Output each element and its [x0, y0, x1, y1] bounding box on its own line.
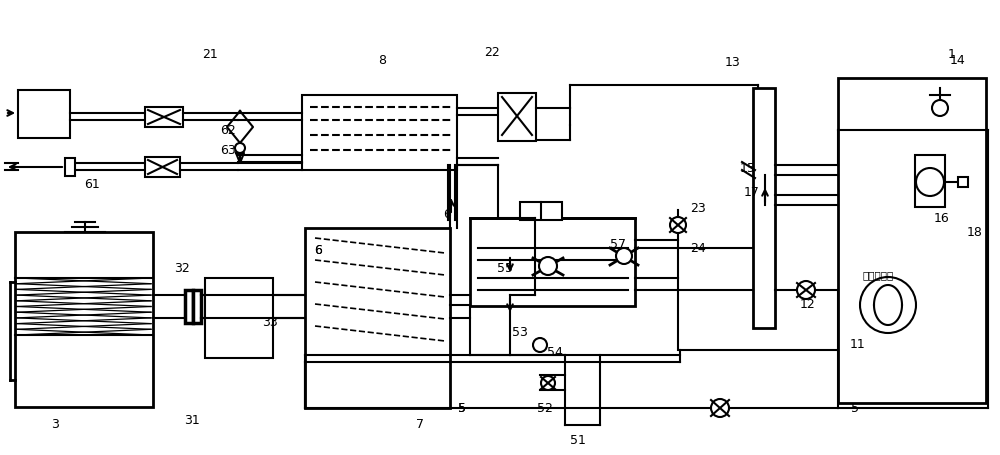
Text: 51: 51	[570, 434, 586, 446]
Text: 12: 12	[800, 298, 816, 312]
Text: 待处理气体: 待处理气体	[862, 270, 894, 280]
Text: 62: 62	[220, 123, 236, 136]
Bar	[65, 158, 75, 176]
Text: 14: 14	[950, 54, 966, 66]
Text: 15: 15	[740, 162, 756, 175]
Circle shape	[711, 399, 729, 417]
Circle shape	[235, 143, 245, 153]
Circle shape	[539, 257, 557, 275]
Text: 32: 32	[174, 262, 190, 274]
Text: 57: 57	[610, 238, 626, 252]
Bar	[520, 202, 562, 220]
Text: 23: 23	[690, 202, 706, 214]
Circle shape	[533, 338, 547, 352]
Bar	[185, 290, 193, 323]
Text: 63: 63	[220, 143, 236, 157]
Text: 5: 5	[458, 401, 466, 415]
Text: 1: 1	[948, 49, 956, 61]
Text: 18: 18	[967, 226, 983, 238]
Text: 5: 5	[458, 401, 466, 415]
Bar	[838, 78, 986, 403]
Circle shape	[541, 376, 555, 390]
Text: 21: 21	[202, 49, 218, 61]
Circle shape	[916, 168, 944, 196]
Text: 22: 22	[484, 46, 500, 59]
Text: 7: 7	[416, 419, 424, 431]
Bar	[18, 90, 70, 138]
Text: 11: 11	[850, 339, 866, 352]
Circle shape	[932, 100, 948, 116]
Bar	[15, 232, 153, 407]
Text: 52: 52	[537, 401, 553, 415]
Bar	[305, 228, 450, 408]
Bar	[302, 95, 457, 170]
Text: 61: 61	[84, 178, 100, 192]
Bar	[915, 155, 945, 207]
Text: 6: 6	[443, 208, 451, 222]
Text: 6: 6	[314, 243, 322, 257]
Bar	[205, 278, 273, 358]
Text: 3: 3	[51, 419, 59, 431]
Circle shape	[797, 281, 815, 299]
Bar	[958, 177, 968, 187]
Bar	[145, 107, 183, 127]
Bar	[193, 290, 201, 323]
Text: 55: 55	[497, 262, 513, 274]
Bar	[498, 93, 536, 141]
Text: 54: 54	[547, 345, 563, 359]
Text: 33: 33	[262, 315, 278, 329]
Text: 31: 31	[184, 414, 200, 426]
Text: 24: 24	[690, 242, 706, 254]
Text: 6: 6	[314, 243, 322, 257]
Text: 53: 53	[512, 325, 528, 339]
Bar	[753, 88, 775, 328]
Text: 8: 8	[378, 54, 386, 66]
Bar	[145, 157, 180, 177]
Text: 13: 13	[725, 56, 741, 69]
Text: 16: 16	[934, 212, 950, 224]
Circle shape	[670, 217, 686, 233]
Circle shape	[860, 277, 916, 333]
Bar	[470, 218, 635, 306]
Circle shape	[616, 248, 632, 264]
Text: 17: 17	[744, 186, 760, 198]
Text: 5: 5	[851, 401, 859, 415]
